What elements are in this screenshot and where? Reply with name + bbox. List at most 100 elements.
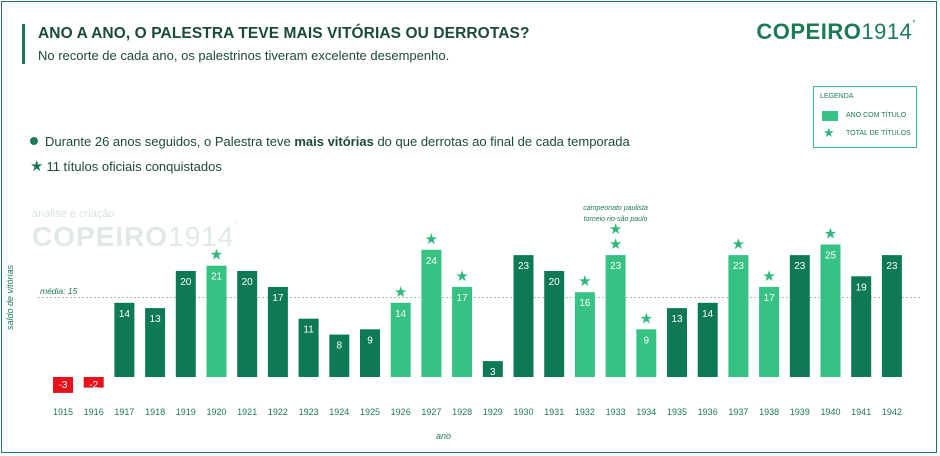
x-tick-1924: 1924 (329, 407, 349, 417)
bar-1941 (851, 276, 872, 377)
x-tick-1917: 1917 (114, 407, 134, 417)
average-label: média: 15 (40, 286, 78, 296)
x-tick-1942: 1942 (882, 407, 902, 417)
brand-year: 1914 (861, 19, 913, 44)
bar-1926 (390, 302, 411, 377)
bar-1925 (360, 329, 380, 377)
x-tick-1926: 1926 (391, 407, 411, 417)
x-tick-1929: 1929 (483, 407, 503, 417)
bar-1936 (697, 302, 718, 377)
bar-1923 (298, 318, 319, 377)
x-tick-1941: 1941 (851, 407, 871, 417)
note-titles: ★ 11 títulos oficiais conquistados (30, 157, 222, 175)
bar-1929 (482, 361, 503, 377)
x-tick-1918: 1918 (145, 407, 165, 417)
bullet-dot-icon (30, 137, 38, 145)
bar-1927 (421, 249, 442, 377)
annotation-1933: campeonato paulista torneio rio-são paul… (566, 203, 666, 225)
note-victories-pre: Durante 26 anos seguidos, o Palestra tev… (45, 134, 295, 149)
bar-value-1934: 9 (644, 335, 650, 346)
bar-value-1927: 24 (426, 256, 438, 267)
x-tick-1922: 1922 (268, 407, 288, 417)
bar-1932 (574, 292, 595, 377)
annotation-line-2: torneio rio-são paulo (583, 216, 648, 223)
bar-value-1915: -3 (59, 380, 68, 391)
bar-1916 (83, 377, 104, 388)
brand-mark: ° (912, 19, 916, 28)
annotation-line-1: campeonato paulista (583, 205, 648, 212)
x-tick-1934: 1934 (636, 407, 656, 417)
bar-value-1929: 3 (490, 367, 496, 378)
bar-value-1942: 23 (886, 261, 898, 272)
bar-1915 (53, 377, 73, 393)
bar-1930 (513, 255, 534, 377)
bar-value-1930: 23 (518, 261, 530, 272)
x-tick-1923: 1923 (299, 407, 319, 417)
bar-value-1922: 17 (272, 293, 284, 304)
legend-title: LEGENDA (820, 93, 854, 100)
legend-star-icon: ★ (823, 125, 835, 140)
bar-1935 (667, 308, 687, 377)
title-star-icon: ★ (609, 235, 622, 253)
x-tick-1932: 1932 (575, 407, 595, 417)
x-tick-1928: 1928 (452, 407, 472, 417)
bar-1920 (206, 265, 227, 377)
title-star-icon: ★ (394, 283, 407, 301)
x-tick-1920: 1920 (206, 407, 226, 417)
title-star-icon: ★ (609, 220, 622, 238)
legend-star-label: TOTAL DE TÍTULOS (846, 130, 911, 137)
title-star-icon: ★ (210, 246, 223, 264)
chart-legend: LEGENDA ANO COM TÍTULO ★ TOTAL DE TÍTULO… (813, 86, 917, 148)
x-tick-1915: 1915 (53, 407, 73, 417)
watermark-brand: COPEIRO (32, 221, 169, 252)
bar-1931 (544, 271, 565, 377)
x-tick-1921: 1921 (237, 407, 257, 417)
bar-1940 (820, 244, 841, 377)
x-tick-1938: 1938 (759, 407, 779, 417)
note-victories: Durante 26 anos seguidos, o Palestra tev… (30, 134, 630, 149)
bar-value-1938: 17 (764, 293, 776, 304)
title-accent-bar (22, 24, 25, 64)
bar-1918 (145, 308, 166, 377)
bar-value-1924: 8 (337, 341, 343, 352)
title-star-icon: ★ (455, 267, 468, 285)
title-star-icon: ★ (732, 235, 745, 253)
x-tick-1919: 1919 (176, 407, 196, 417)
title-star-icon: ★ (824, 225, 837, 243)
bar-value-1921: 20 (242, 277, 254, 288)
bar-1917 (114, 302, 135, 377)
bar-value-1935: 13 (671, 314, 683, 325)
y-axis-label: saldo de vitórias (5, 264, 15, 330)
bar-1938 (759, 286, 780, 377)
bar-1924 (329, 334, 350, 377)
bar-1937 (728, 255, 749, 377)
x-axis-label: ano (436, 431, 452, 441)
x-tick-1939: 1939 (790, 407, 810, 417)
legend-title-year-swatch (822, 111, 838, 121)
watermark-mark: ° (234, 221, 240, 231)
x-tick-1916: 1916 (84, 407, 104, 417)
bar-value-1940: 25 (825, 251, 837, 262)
bar-value-1941: 19 (856, 282, 868, 293)
bar-value-1920: 21 (211, 272, 223, 283)
legend-title-year-label: ANO COM TÍTULO (846, 112, 907, 119)
watermark-logo: COPEIRO1914° (32, 221, 239, 253)
bar-1939 (789, 255, 810, 377)
bar-value-1937: 23 (733, 261, 745, 272)
watermark: análise e criação COPEIRO1914° (32, 208, 239, 253)
x-tick-1925: 1925 (360, 407, 380, 417)
bullet-star-icon: ★ (30, 158, 44, 175)
bar-value-1918: 13 (150, 314, 162, 325)
watermark-caption: análise e criação (32, 208, 115, 220)
bar-value-1932: 16 (579, 298, 591, 309)
page-title: ANO A ANO, O PALESTRA TEVE MAIS VITÓRIAS… (38, 25, 530, 42)
bar-1921 (237, 271, 258, 377)
bar-value-1936: 14 (702, 309, 714, 320)
x-tick-1937: 1937 (728, 407, 748, 417)
brand-name: COPEIRO (756, 19, 862, 44)
bar-value-1926: 14 (395, 309, 407, 320)
bar-value-1939: 23 (794, 261, 806, 272)
watermark-year: 1914 (168, 221, 235, 252)
title-star-icon: ★ (578, 272, 591, 290)
